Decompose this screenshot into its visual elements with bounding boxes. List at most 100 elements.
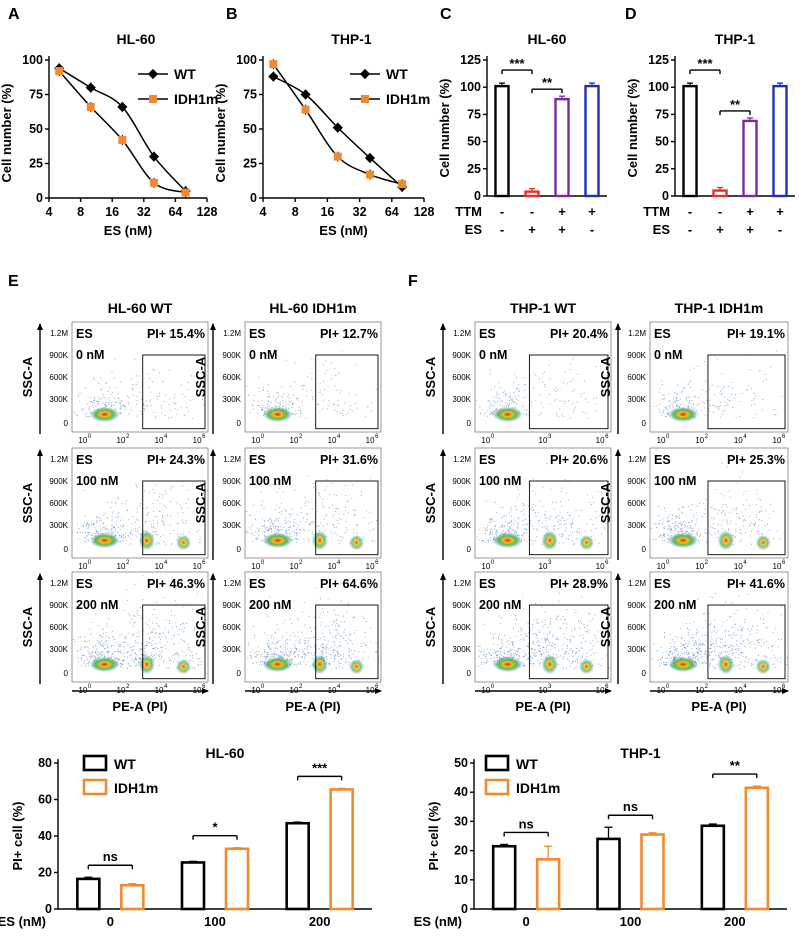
- event-dot: [487, 415, 489, 417]
- event-dot: [278, 655, 280, 657]
- event-dot: [585, 398, 587, 400]
- flow-plot: [71, 321, 209, 433]
- event-dot: [111, 529, 113, 531]
- event-dot: [577, 650, 579, 652]
- flow-plot: [71, 571, 209, 683]
- y-tick-label: 600K: [627, 623, 646, 632]
- event-dot: [745, 656, 747, 658]
- y-axis-label: SSC-A: [423, 356, 438, 397]
- y-tick-label: 0: [64, 545, 69, 554]
- y-tick-value: 0: [461, 902, 468, 916]
- event-dot: [660, 533, 662, 536]
- event-dot: [340, 658, 342, 661]
- event-dot: [278, 393, 280, 395]
- event-dot: [368, 522, 370, 524]
- event-dot: [280, 526, 282, 528]
- event-dot: [104, 647, 106, 650]
- event-dot: [667, 542, 669, 544]
- event-dot: [196, 622, 198, 624]
- event-dot: [502, 391, 504, 394]
- event-dot: [337, 631, 339, 633]
- x-tick-exponent: 4: [164, 434, 168, 440]
- event-dot: [125, 637, 127, 639]
- event-dot: [519, 657, 521, 659]
- event-dot: [322, 498, 324, 500]
- event-dot: [594, 403, 597, 405]
- event-dot: [87, 641, 89, 643]
- event-dot: [343, 621, 345, 623]
- es-sign: +: [558, 222, 566, 237]
- event-dot: [690, 509, 692, 511]
- y-tick-label: 900K: [452, 477, 471, 486]
- event-dot: [136, 636, 138, 638]
- event-dot: [564, 524, 566, 526]
- event-dot: [296, 527, 298, 529]
- event-dot: [773, 537, 775, 539]
- event-dot: [351, 410, 353, 412]
- event-dot: [288, 397, 290, 399]
- event-dot: [372, 540, 374, 542]
- event-dot: [581, 647, 583, 650]
- event-dot: [531, 665, 533, 667]
- event-dot: [152, 639, 154, 641]
- event-dot: [293, 521, 295, 523]
- density-core: [176, 534, 192, 551]
- event-dot: [270, 402, 272, 404]
- event-dot: [591, 535, 593, 537]
- event-dot: [515, 619, 517, 621]
- event-dot: [293, 394, 295, 396]
- event-dot: [510, 509, 512, 511]
- chart-title: THP-1: [620, 745, 661, 761]
- event-dot: [277, 391, 279, 394]
- event-dot: [773, 654, 775, 656]
- event-dot: [705, 533, 707, 535]
- event-dot: [284, 648, 286, 650]
- event-dot: [203, 404, 205, 406]
- event-dot: [749, 524, 751, 526]
- event-dot: [674, 392, 676, 394]
- event-dot: [136, 399, 138, 402]
- event-dot: [333, 658, 335, 660]
- event-dot: [295, 522, 297, 524]
- event-dot: [713, 646, 716, 648]
- event-dot: [590, 503, 592, 505]
- event-dot: [721, 414, 723, 416]
- event-dot: [513, 523, 515, 525]
- event-dot: [499, 506, 501, 508]
- event-dot: [488, 405, 490, 407]
- y-tick-label: 100: [648, 80, 669, 94]
- event-dot: [590, 518, 592, 520]
- event-dot: [572, 655, 574, 657]
- es-label: ES: [654, 327, 671, 341]
- event-dot: [358, 651, 360, 653]
- event-dot: [155, 543, 157, 545]
- event-dot: [714, 667, 716, 669]
- event-dot: [494, 520, 496, 522]
- event-dot: [734, 635, 736, 637]
- y-tick-label: 0: [237, 545, 242, 554]
- event-dot: [246, 530, 248, 532]
- event-dot: [125, 641, 127, 644]
- event-dot: [510, 653, 512, 655]
- legend-marker-idh1m: [149, 95, 157, 103]
- event-dot: [88, 409, 90, 411]
- event-dot: [537, 521, 539, 524]
- event-dot: [278, 401, 280, 403]
- es-label: ES: [76, 453, 93, 467]
- point-wt: [364, 152, 376, 164]
- event-dot: [116, 524, 118, 526]
- event-dot: [500, 639, 502, 641]
- event-dot: [539, 649, 541, 651]
- event-dot: [137, 381, 139, 383]
- event-dot: [249, 412, 251, 414]
- event-dot: [146, 623, 148, 625]
- event-dot: [507, 522, 509, 525]
- event-dot: [677, 394, 679, 396]
- event-dot: [699, 534, 701, 536]
- event-dot: [656, 526, 658, 528]
- event-dot: [522, 405, 525, 407]
- event-dot: [761, 520, 763, 522]
- y-tick-label: 100: [236, 53, 257, 67]
- event-dot: [152, 369, 154, 371]
- event-dot: [304, 653, 306, 656]
